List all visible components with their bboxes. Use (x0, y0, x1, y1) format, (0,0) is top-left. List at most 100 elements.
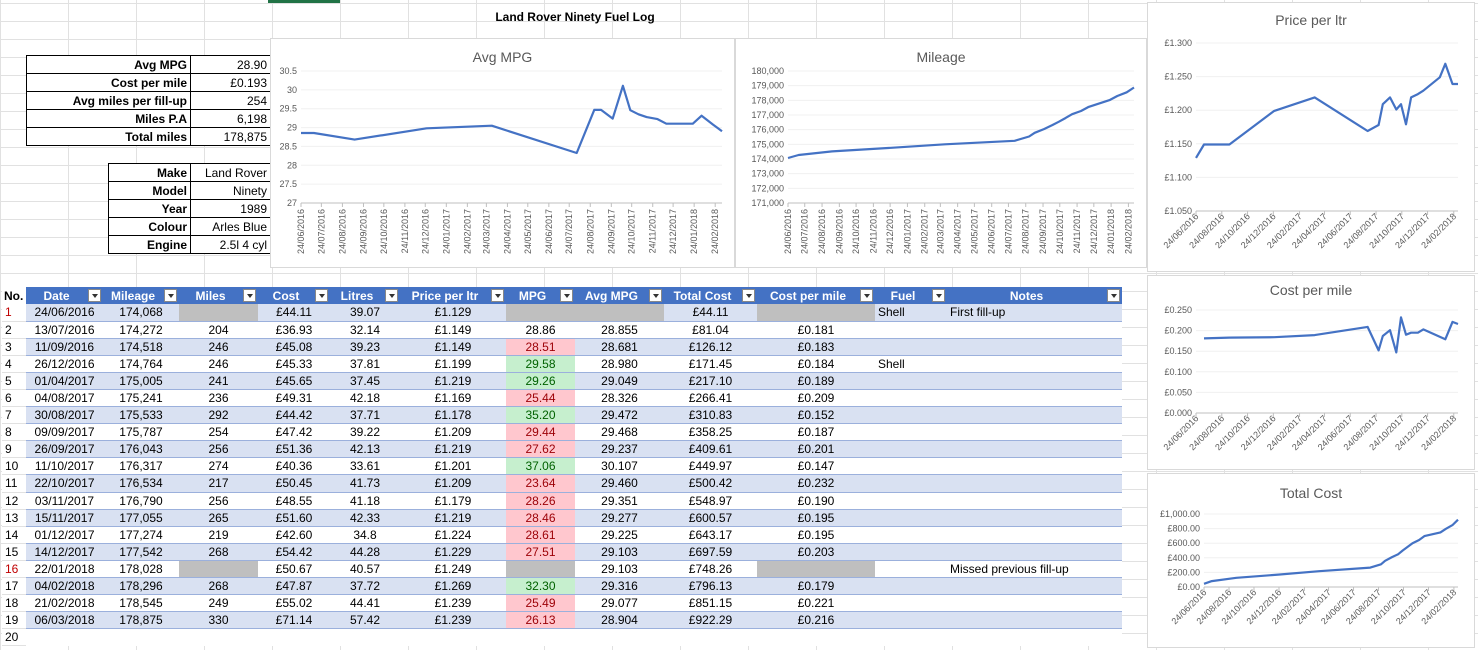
cell-miles[interactable]: 265 (179, 509, 258, 527)
cell-cost[interactable]: £44.42 (258, 406, 330, 425)
column-header-miles[interactable]: Miles (179, 287, 258, 304)
row-number[interactable]: 6 (2, 389, 26, 408)
cell-total[interactable]: £171.45 (664, 355, 757, 373)
cell-date[interactable]: 26/12/2016 (26, 355, 103, 373)
cell-miles[interactable]: 249 (179, 594, 258, 613)
cell-litres[interactable]: 37.72 (330, 577, 400, 596)
cell-date[interactable]: 04/02/2018 (26, 577, 103, 596)
row-number[interactable]: 15 (2, 543, 26, 561)
summary-value[interactable]: 28.90 (190, 55, 271, 74)
cell-avg[interactable]: 29.237 (575, 440, 664, 459)
cell-mileage[interactable]: 174,518 (103, 338, 179, 356)
cell-mpg[interactable]: 29.58 (506, 355, 575, 373)
cell-ppl[interactable]: £1.219 (400, 372, 506, 390)
cell-avg[interactable]: 29.277 (575, 509, 664, 527)
column-header-date[interactable]: Date (26, 287, 103, 304)
cell-avg[interactable]: 29.103 (575, 560, 664, 579)
cell-mpg[interactable]: 28.51 (506, 338, 575, 356)
cell-notes[interactable] (947, 406, 1122, 425)
cell-cpm[interactable]: £0.184 (757, 355, 875, 373)
cell-date[interactable]: 01/12/2017 (26, 526, 103, 544)
cell-fuel[interactable] (875, 577, 947, 596)
row-number[interactable]: 13 (2, 509, 26, 527)
cell-cost[interactable]: £54.42 (258, 543, 330, 561)
cell-mileage[interactable]: 176,317 (103, 457, 179, 476)
vehicle-label[interactable]: Model (108, 181, 191, 200)
avg-mpg-chart[interactable]: Avg MPG 27 27.5 28 28.5 29 29.5 30 30.5 24/06/201… (270, 38, 735, 268)
cell-total[interactable]: £548.97 (664, 492, 757, 510)
cell-miles[interactable]: 256 (179, 492, 258, 510)
cell-litres[interactable]: 39.23 (330, 338, 400, 356)
vehicle-label[interactable]: Year (108, 199, 191, 218)
cell-total[interactable]: £449.97 (664, 457, 757, 476)
cell-total[interactable]: £500.42 (664, 474, 757, 493)
cell-mileage[interactable]: 178,545 (103, 594, 179, 613)
cell-notes[interactable] (947, 611, 1122, 630)
cell-notes[interactable] (947, 509, 1122, 527)
cell-mpg[interactable]: 28.46 (506, 509, 575, 527)
cell-litres[interactable]: 41.73 (330, 474, 400, 493)
cell-litres[interactable]: 33.61 (330, 457, 400, 476)
cell-avg[interactable]: 28.681 (575, 338, 664, 356)
cell-miles[interactable]: 204 (179, 321, 258, 339)
vehicle-value[interactable]: Arles Blue (190, 217, 271, 236)
cell-fuel[interactable] (875, 372, 947, 390)
vehicle-label[interactable]: Make (108, 163, 191, 182)
cell-notes[interactable] (947, 372, 1122, 390)
series-line[interactable] (1203, 316, 1459, 354)
cell-avg[interactable]: 29.103 (575, 543, 664, 561)
cell-ppl[interactable]: £1.179 (400, 492, 506, 510)
cell-ppl[interactable]: £1.224 (400, 526, 506, 544)
cell-cost[interactable]: £50.45 (258, 474, 330, 493)
column-header-mpg[interactable]: MPG (506, 287, 575, 304)
summary-label[interactable]: Cost per mile (26, 73, 191, 92)
column-header-mileage[interactable]: Mileage (103, 287, 179, 304)
cell-cpm[interactable]: £0.209 (757, 389, 875, 408)
cell-fuel[interactable] (875, 440, 947, 459)
row-number[interactable]: 9 (2, 440, 26, 459)
chart-title[interactable]: Mileage (916, 49, 966, 65)
cell-cpm[interactable]: £0.190 (757, 492, 875, 510)
cell-mileage[interactable]: 175,005 (103, 372, 179, 390)
cell-avg[interactable]: 29.316 (575, 577, 664, 596)
cell-total[interactable]: £643.17 (664, 526, 757, 544)
cell-mileage[interactable]: 177,542 (103, 543, 179, 561)
cell-litres[interactable]: 44.28 (330, 543, 400, 561)
cell-mpg[interactable] (506, 304, 575, 322)
cell-total[interactable]: £748.26 (664, 560, 757, 579)
cell-cost[interactable]: £51.60 (258, 509, 330, 527)
cell-fuel[interactable]: Shell (875, 355, 947, 373)
filter-dropdown-icon[interactable] (742, 289, 755, 302)
cell-cost[interactable]: £50.67 (258, 560, 330, 579)
cell-mpg[interactable]: 28.86 (506, 321, 575, 339)
cell-miles[interactable]: 241 (179, 372, 258, 390)
cell-notes[interactable] (947, 389, 1122, 408)
cell-cost[interactable]: £44.11 (258, 304, 330, 322)
cell-date[interactable]: 24/06/2016 (26, 304, 103, 322)
cell-mileage[interactable]: 178,875 (103, 611, 179, 630)
cell-ppl[interactable]: £1.219 (400, 509, 506, 527)
cell-fuel[interactable] (875, 457, 947, 476)
cell-cpm[interactable]: £0.232 (757, 474, 875, 493)
column-header-avg[interactable]: Avg MPG (575, 287, 664, 304)
cell-miles[interactable]: 246 (179, 338, 258, 356)
cell-mileage[interactable]: 174,764 (103, 355, 179, 373)
column-header-ppl[interactable]: Price per ltr (400, 287, 506, 304)
filter-dropdown-icon[interactable] (315, 289, 328, 302)
cell-total[interactable]: £697.59 (664, 543, 757, 561)
summary-label[interactable]: Miles P.A (26, 109, 191, 128)
cell-mpg[interactable]: 29.44 (506, 423, 575, 442)
cell-ppl[interactable]: £1.201 (400, 457, 506, 476)
total-cost-chart[interactable]: Total Cost £0.00 £200.00 £400.00 £600.00 £800… (1147, 473, 1475, 648)
cell-date[interactable]: 15/11/2017 (26, 509, 103, 527)
cell-mpg[interactable]: 28.61 (506, 526, 575, 544)
cell-miles[interactable]: 268 (179, 543, 258, 561)
cell-mpg[interactable]: 23.64 (506, 474, 575, 493)
column-header-notes[interactable]: Notes (947, 287, 1122, 304)
filter-dropdown-icon[interactable] (1107, 289, 1120, 302)
chart-title[interactable]: Price per ltr (1275, 12, 1347, 28)
vehicle-value[interactable]: Ninety (190, 181, 271, 200)
cell-date[interactable]: 30/08/2017 (26, 406, 103, 425)
cell-mileage[interactable]: 177,055 (103, 509, 179, 527)
cell-date[interactable]: 14/12/2017 (26, 543, 103, 561)
